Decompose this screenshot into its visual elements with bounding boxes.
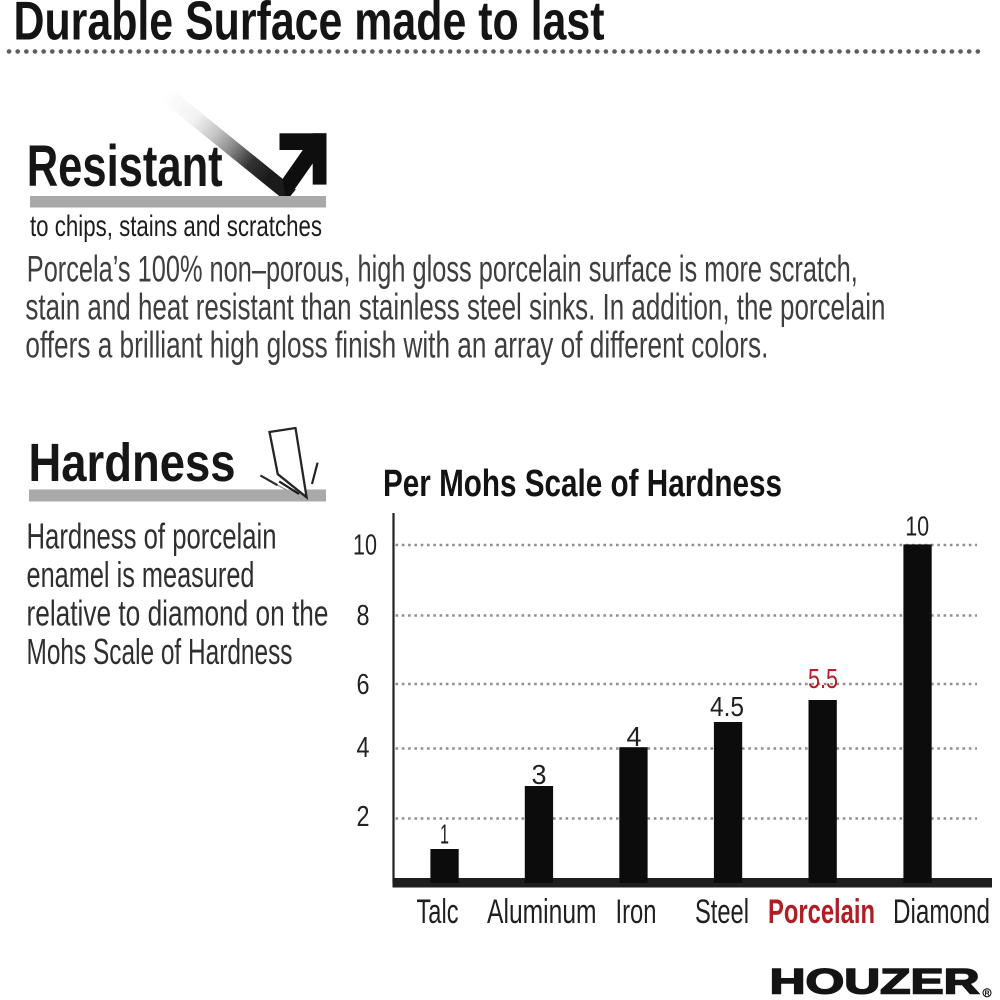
svg-text:Resistant: Resistant xyxy=(27,134,223,199)
svg-text:8: 8 xyxy=(357,600,370,632)
svg-text:10: 10 xyxy=(905,511,929,542)
svg-text:Hardness of porcelain: Hardness of porcelain xyxy=(27,516,277,557)
svg-text:Porcelain: Porcelain xyxy=(768,893,875,931)
svg-text:1: 1 xyxy=(440,819,449,850)
svg-text:Porcela’s 100% non–porous, hig: Porcela’s 100% non–porous, high gloss po… xyxy=(27,248,858,289)
svg-text:Hardness: Hardness xyxy=(29,433,236,493)
svg-text:Iron: Iron xyxy=(616,893,657,931)
svg-text:Aluminum: Aluminum xyxy=(487,893,597,931)
svg-text:6: 6 xyxy=(357,669,370,701)
svg-text:Steel: Steel xyxy=(695,893,749,931)
svg-text:Per Mohs Scale of Hardness: Per Mohs Scale of Hardness xyxy=(383,463,782,505)
svg-text:R: R xyxy=(984,990,989,997)
svg-text:Talc: Talc xyxy=(417,893,459,931)
svg-text:HOUZER: HOUZER xyxy=(770,963,980,1000)
svg-text:enamel is measured: enamel is measured xyxy=(27,554,255,595)
svg-text:2: 2 xyxy=(357,801,370,833)
svg-text:Durable Surface made to last: Durable Surface made to last xyxy=(14,0,605,52)
svg-text:offers a brilliant high gloss: offers a brilliant high gloss finish wit… xyxy=(25,325,768,366)
svg-text:4: 4 xyxy=(357,732,370,764)
svg-text:relative to diamond on the: relative to diamond on the xyxy=(27,592,329,633)
svg-text:to chips, stains and scratches: to chips, stains and scratches xyxy=(30,210,322,243)
svg-text:4.5: 4.5 xyxy=(710,691,744,722)
svg-text:Mohs Scale of Hardness: Mohs Scale of Hardness xyxy=(27,631,293,672)
svg-text:Diamond: Diamond xyxy=(893,893,990,931)
svg-text:4: 4 xyxy=(627,721,642,752)
svg-text:5.5: 5.5 xyxy=(808,663,838,694)
svg-text:3: 3 xyxy=(532,759,547,790)
svg-text:stain and heat resistant than: stain and heat resistant than stainless … xyxy=(25,287,885,328)
svg-text:10: 10 xyxy=(353,530,377,562)
